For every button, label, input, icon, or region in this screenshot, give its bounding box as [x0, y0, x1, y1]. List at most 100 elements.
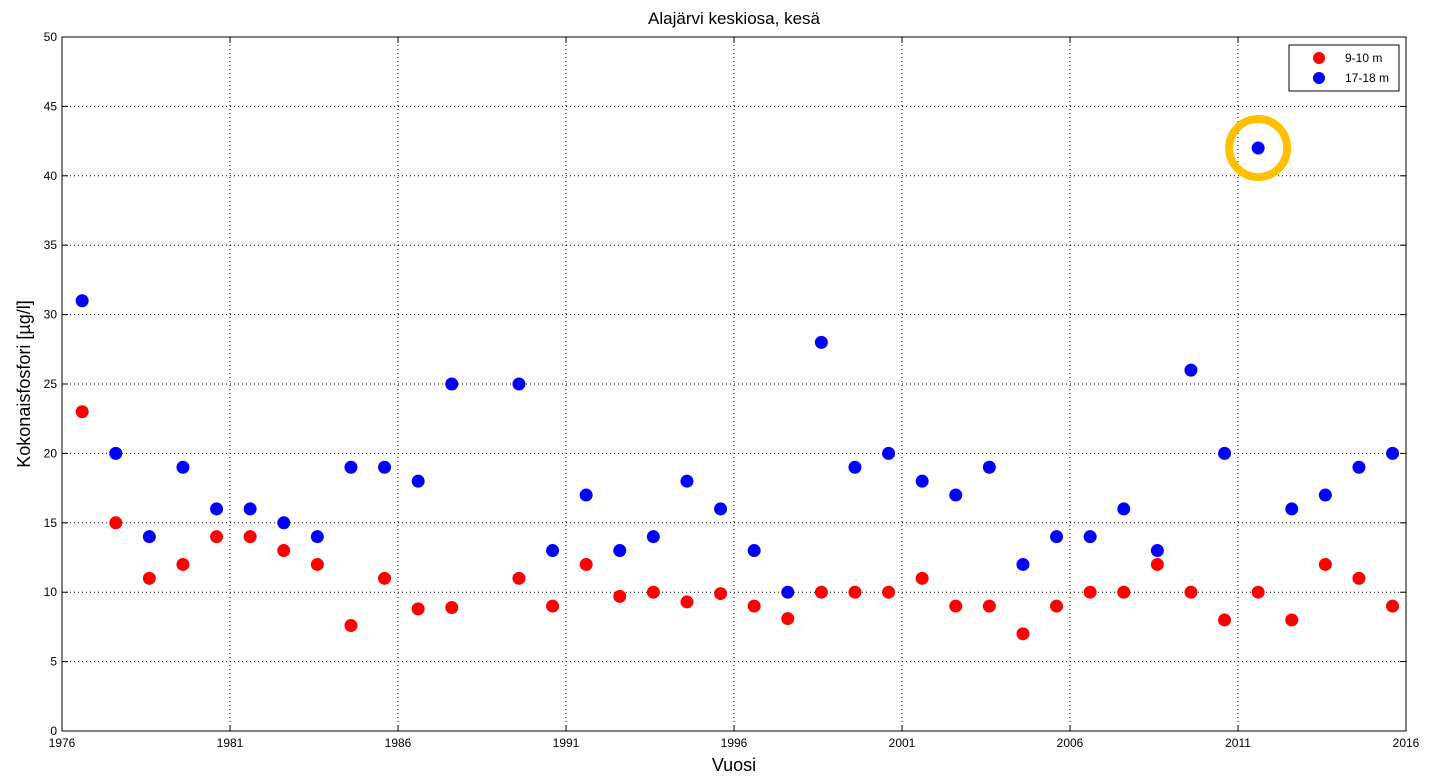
- y-tick-label: 20: [44, 446, 58, 460]
- data-point-series-1: [546, 599, 560, 613]
- data-point-series-2: [1150, 544, 1164, 558]
- legend-marker-17-18m: [1313, 72, 1325, 84]
- data-point-series-1: [714, 587, 728, 601]
- data-point-series-1: [1352, 571, 1366, 585]
- data-point-series-1: [848, 585, 862, 599]
- y-tick-label: 15: [44, 516, 58, 530]
- data-point-series-2: [915, 474, 929, 488]
- data-point-series-1: [1150, 557, 1164, 571]
- data-point-series-1: [781, 612, 795, 626]
- data-point-series-1: [1184, 585, 1198, 599]
- x-tick-label: 2006: [1057, 736, 1084, 750]
- data-point-series-2: [109, 446, 123, 460]
- y-tick-label: 45: [44, 99, 58, 113]
- data-point-series-2: [546, 544, 560, 558]
- data-point-series-1: [1050, 599, 1064, 613]
- x-tick-label: 1991: [553, 736, 580, 750]
- highlight-ring: [1225, 115, 1292, 182]
- x-tick-label: 1996: [721, 736, 748, 750]
- x-axis-label: Vuosi: [712, 755, 756, 775]
- y-tick-label: 40: [44, 169, 58, 183]
- data-point-series-1: [1083, 585, 1097, 599]
- data-point-series-2: [949, 488, 963, 502]
- data-point-series-2: [814, 335, 828, 349]
- data-points: [75, 141, 1400, 641]
- legend-label-9-10m: 9-10 m: [1345, 51, 1382, 65]
- y-axis-label: Kokonaisfosfori [µg/l]: [14, 300, 34, 467]
- data-point-series-2: [982, 460, 996, 474]
- data-point-series-1: [1285, 613, 1299, 627]
- data-point-series-1: [176, 557, 190, 571]
- data-point-series-2: [747, 544, 761, 558]
- data-point-series-2: [512, 377, 526, 391]
- data-point-series-2: [344, 460, 358, 474]
- data-point-series-2: [646, 530, 660, 544]
- x-tick-label: 1986: [385, 736, 412, 750]
- x-tick-label: 1976: [49, 736, 76, 750]
- data-point-series-2: [1016, 557, 1030, 571]
- data-point-series-1: [512, 571, 526, 585]
- data-point-series-2: [1318, 488, 1332, 502]
- data-point-series-1: [109, 516, 123, 530]
- data-point-series-2: [142, 530, 156, 544]
- x-tick-label: 2016: [1393, 736, 1420, 750]
- data-point-series-2: [310, 530, 324, 544]
- data-point-series-1: [747, 599, 761, 613]
- data-point-series-2: [1251, 141, 1265, 155]
- data-point-series-2: [848, 460, 862, 474]
- highlight-group: [1225, 115, 1292, 182]
- data-point-series-2: [445, 377, 459, 391]
- data-point-series-1: [210, 530, 224, 544]
- legend: 9-10 m 17-18 m: [1288, 44, 1400, 92]
- y-tick-label: 10: [44, 585, 58, 599]
- y-tick-label: 30: [44, 308, 58, 322]
- data-point-series-2: [411, 474, 425, 488]
- data-point-series-2: [210, 502, 224, 516]
- data-point-series-1: [982, 599, 996, 613]
- data-point-series-1: [1251, 585, 1265, 599]
- grid: [62, 37, 1406, 731]
- data-point-series-2: [1117, 502, 1131, 516]
- data-point-series-2: [1050, 530, 1064, 544]
- data-point-series-1: [613, 589, 627, 603]
- axis-ticks: 1976 1981 1986 1991 1996 2001 2006 2011 2016 0 5 10…: [44, 30, 1420, 750]
- y-tick-label: 25: [44, 377, 58, 391]
- data-point-series-1: [277, 544, 291, 558]
- data-point-series-1: [344, 619, 358, 633]
- legend-box: [1288, 44, 1400, 92]
- data-point-series-2: [714, 502, 728, 516]
- legend-marker-9-10m: [1313, 52, 1325, 64]
- y-tick-label: 35: [44, 238, 58, 252]
- data-point-series-1: [310, 557, 324, 571]
- data-point-series-2: [176, 460, 190, 474]
- data-point-series-2: [680, 474, 694, 488]
- data-point-series-2: [277, 516, 291, 530]
- data-point-series-2: [75, 294, 89, 308]
- data-point-series-1: [142, 571, 156, 585]
- data-point-series-1: [882, 585, 896, 599]
- data-point-series-2: [1184, 363, 1198, 377]
- data-point-series-2: [1285, 502, 1299, 516]
- data-point-series-2: [1083, 530, 1097, 544]
- data-point-series-1: [814, 585, 828, 599]
- data-point-series-1: [646, 585, 660, 599]
- data-point-series-1: [1218, 613, 1232, 627]
- data-point-series-1: [411, 602, 425, 616]
- data-point-series-1: [579, 557, 593, 571]
- legend-label-17-18m: 17-18 m: [1345, 71, 1389, 85]
- data-point-series-1: [75, 405, 89, 419]
- data-point-series-2: [1386, 446, 1400, 460]
- data-point-series-2: [1218, 446, 1232, 460]
- data-point-series-1: [243, 530, 257, 544]
- x-tick-label: 2001: [889, 736, 916, 750]
- data-point-series-2: [579, 488, 593, 502]
- data-point-series-1: [1386, 599, 1400, 613]
- data-point-series-1: [445, 600, 459, 614]
- y-tick-label: 50: [44, 30, 58, 44]
- data-point-series-1: [949, 599, 963, 613]
- data-point-series-2: [882, 446, 896, 460]
- data-point-series-2: [378, 460, 392, 474]
- data-point-series-1: [1318, 557, 1332, 571]
- data-point-series-1: [915, 571, 929, 585]
